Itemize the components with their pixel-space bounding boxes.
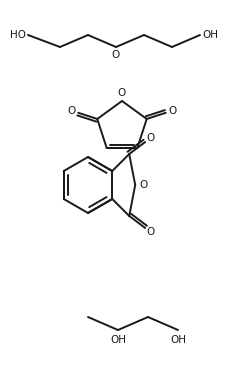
Text: O: O: [68, 106, 76, 115]
Text: OH: OH: [202, 30, 218, 40]
Text: OH: OH: [170, 335, 186, 345]
Text: OH: OH: [110, 335, 126, 345]
Text: O: O: [147, 227, 155, 237]
Text: O: O: [168, 106, 176, 115]
Text: O: O: [112, 50, 120, 60]
Text: HO: HO: [10, 30, 26, 40]
Text: O: O: [118, 88, 126, 98]
Text: O: O: [139, 180, 147, 190]
Text: O: O: [147, 133, 155, 143]
